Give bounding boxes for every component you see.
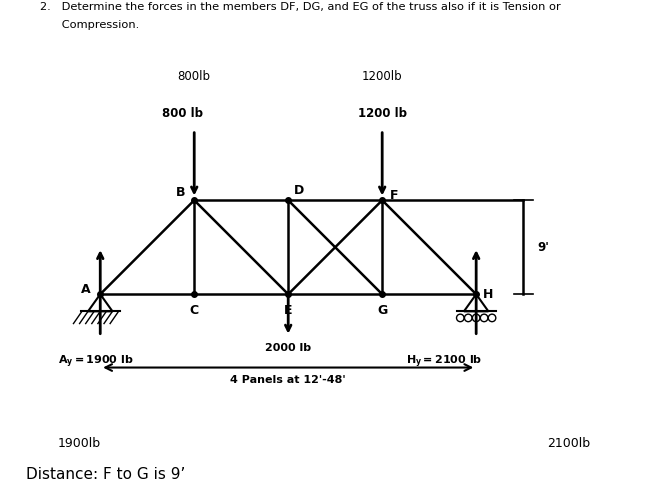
Text: 1200 lb: 1200 lb [358, 107, 407, 121]
Text: 2100lb: 2100lb [547, 437, 590, 450]
Text: C: C [190, 304, 199, 317]
Text: $\mathbf{H_y=2100\ lb}$: $\mathbf{H_y=2100\ lb}$ [406, 354, 482, 370]
Text: 1200lb: 1200lb [362, 70, 403, 83]
Text: 4 Panels at 12'-48': 4 Panels at 12'-48' [231, 375, 346, 385]
Text: Distance: F to G is 9’: Distance: F to G is 9’ [26, 467, 186, 482]
Text: H: H [483, 288, 494, 301]
Text: 2000 lb: 2000 lb [265, 343, 311, 353]
Text: D: D [294, 184, 305, 197]
Text: A: A [81, 283, 91, 296]
Text: B: B [175, 186, 185, 199]
Text: 800lb: 800lb [178, 70, 211, 83]
Text: Compression.: Compression. [40, 20, 139, 30]
Text: 2.   Determine the forces in the members DF, DG, and EG of the truss also if it : 2. Determine the forces in the members D… [40, 2, 561, 12]
Text: $\mathbf{A_y=1900\ lb}$: $\mathbf{A_y=1900\ lb}$ [58, 354, 134, 370]
Text: 1900lb: 1900lb [58, 437, 101, 450]
Text: E: E [284, 304, 292, 317]
Text: G: G [377, 304, 387, 317]
Text: 800 lb: 800 lb [163, 107, 204, 121]
Text: F: F [390, 189, 399, 202]
Text: 9': 9' [537, 241, 549, 254]
